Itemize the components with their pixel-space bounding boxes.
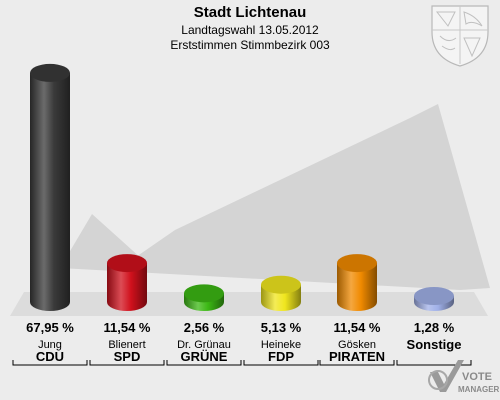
candidate-label: Dr. Grünau [177, 339, 231, 351]
chart-subtitle-district: Erststimmen Stimmbezirk 003 [170, 38, 330, 52]
coat-of-arms-icon [431, 5, 489, 67]
chart-subtitle-election: Landtagswahl 13.05.2012 [181, 23, 319, 37]
logo-text-manager: MANAGER [458, 385, 500, 394]
logo-text-vote: VOTE [462, 371, 492, 383]
category-tick [243, 360, 319, 366]
bar-group [30, 63, 454, 311]
category-tick [89, 360, 165, 366]
category-tick [396, 360, 472, 366]
candidate-label: Blienert [108, 339, 145, 351]
candidate-label: Heineke [261, 339, 301, 351]
party-label: GRÜNE [181, 349, 228, 364]
bar-cdu [30, 63, 70, 311]
bar-sonstige [414, 287, 454, 311]
party-label: PIRATEN [329, 349, 385, 364]
vote-manager-logo: VOTE MANAGER [428, 360, 500, 394]
checkmark-backdrop [60, 104, 490, 290]
bar-fdp [261, 275, 301, 311]
party-label: CDU [36, 349, 64, 364]
value-label: 11,54 % [104, 320, 151, 335]
category-tick [166, 360, 242, 366]
category-tick [12, 360, 88, 366]
value-label: 11,54 % [334, 320, 381, 335]
value-label: 1,28 % [414, 320, 455, 335]
value-label: 5,13 % [261, 320, 302, 335]
candidate-label: Jung [38, 339, 62, 351]
bar-grüne [184, 284, 224, 311]
party-label: FDP [268, 349, 294, 364]
party-label: SPD [114, 349, 141, 364]
party-label: Sonstige [407, 337, 462, 352]
value-label: 2,56 % [184, 320, 225, 335]
chart-title: Stadt Lichtenau [194, 4, 307, 21]
candidate-label: Gösken [338, 339, 376, 351]
bar-spd [107, 254, 147, 311]
bar-piraten [337, 254, 377, 311]
category-tick [319, 360, 395, 366]
value-label: 67,95 % [26, 320, 74, 335]
